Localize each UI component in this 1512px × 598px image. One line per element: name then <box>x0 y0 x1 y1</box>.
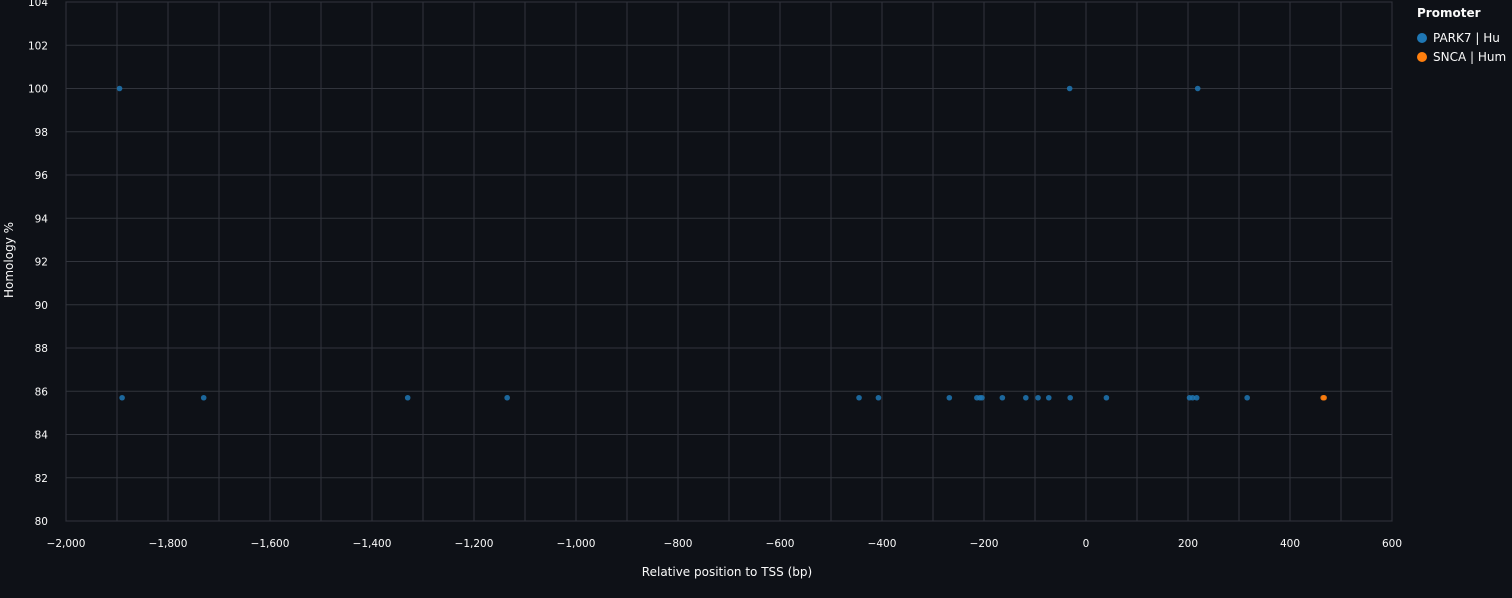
x-tick-label: 200 <box>1178 538 1198 550</box>
y-tick-label: 100 <box>28 84 48 96</box>
data-point-park7[interactable] <box>1103 394 1110 401</box>
data-point-park7[interactable] <box>1035 394 1041 401</box>
x-tick-label: −1,600 <box>251 538 290 550</box>
y-tick-label: 84 <box>35 430 49 442</box>
legend-label-snca: SNCA | Hum <box>1433 49 1507 64</box>
y-tick-label: 102 <box>28 40 48 52</box>
data-point-park7[interactable] <box>116 85 123 92</box>
x-tick-label: −1,400 <box>353 538 392 550</box>
y-tick-label: 88 <box>35 343 48 355</box>
data-point-park7[interactable] <box>200 394 207 401</box>
x-axis-ticks: −2,000 −1,800 −1,600 −1,400 −1,200 −1,000 −800… <box>47 538 1402 550</box>
x-tick-label: −1,200 <box>455 538 494 550</box>
x-tick-label: 400 <box>1280 538 1300 550</box>
data-point-park7[interactable] <box>979 394 985 401</box>
x-tick-label: 600 <box>1382 538 1402 550</box>
x-tick-label: −2,000 <box>47 538 86 550</box>
legend-marker-snca <box>1417 51 1427 62</box>
y-tick-label: 86 <box>35 386 49 398</box>
y-axis-title: Homology % <box>2 222 16 298</box>
data-point-park7[interactable] <box>1023 394 1029 401</box>
x-tick-label: 0 <box>1083 538 1090 550</box>
x-tick-label: −1,800 <box>149 538 188 550</box>
data-point-park7[interactable] <box>946 394 953 401</box>
data-point-park7[interactable] <box>404 394 411 401</box>
x-tick-label: −800 <box>664 538 693 550</box>
data-point-park7[interactable] <box>856 394 862 401</box>
y-tick-label: 104 <box>28 0 48 9</box>
x-tick-label: −1,000 <box>557 538 596 550</box>
y-tick-label: 80 <box>35 516 48 528</box>
data-point-park7[interactable] <box>1194 85 1201 92</box>
data-point-park7[interactable] <box>875 394 882 401</box>
data-point-park7[interactable] <box>504 394 510 401</box>
data-point-park7[interactable] <box>1189 394 1196 401</box>
legend: Promoter PARK7 | Hu SNCA | Hum <box>1417 6 1506 66</box>
x-axis-title: Relative position to TSS (bp) <box>642 565 812 579</box>
legend-item-park7[interactable]: PARK7 | Hu <box>1417 28 1506 47</box>
data-point-park7[interactable] <box>119 394 125 401</box>
y-axis-ticks: 80 82 84 86 88 90 92 94 96 98 100 102 104 <box>28 0 48 528</box>
data-point-park7[interactable] <box>1045 394 1052 401</box>
x-tick-label: −200 <box>970 538 999 550</box>
legend-label-park7: PARK7 | Hu <box>1433 30 1500 45</box>
data-point-park7[interactable] <box>1244 394 1250 401</box>
data-point-park7[interactable] <box>1193 394 1200 401</box>
data-point-park7[interactable] <box>1067 394 1073 401</box>
y-tick-label: 94 <box>35 213 49 225</box>
y-tick-label: 82 <box>35 473 48 485</box>
data-points <box>116 85 1327 401</box>
y-tick-label: 90 <box>35 300 48 312</box>
y-tick-label: 96 <box>35 170 49 182</box>
x-tick-label: −600 <box>766 538 795 550</box>
y-tick-label: 98 <box>35 127 48 139</box>
y-tick-label: 92 <box>35 257 48 269</box>
x-tick-label: −400 <box>868 538 897 550</box>
data-point-park7[interactable] <box>999 394 1006 401</box>
legend-title: Promoter <box>1417 6 1481 20</box>
grid-lines <box>65 1 1393 522</box>
data-point-park7[interactable] <box>1066 85 1073 92</box>
legend-item-snca[interactable]: SNCA | Hum <box>1417 47 1506 66</box>
legend-marker-park7 <box>1417 32 1427 43</box>
data-point-snca[interactable] <box>1321 394 1327 401</box>
